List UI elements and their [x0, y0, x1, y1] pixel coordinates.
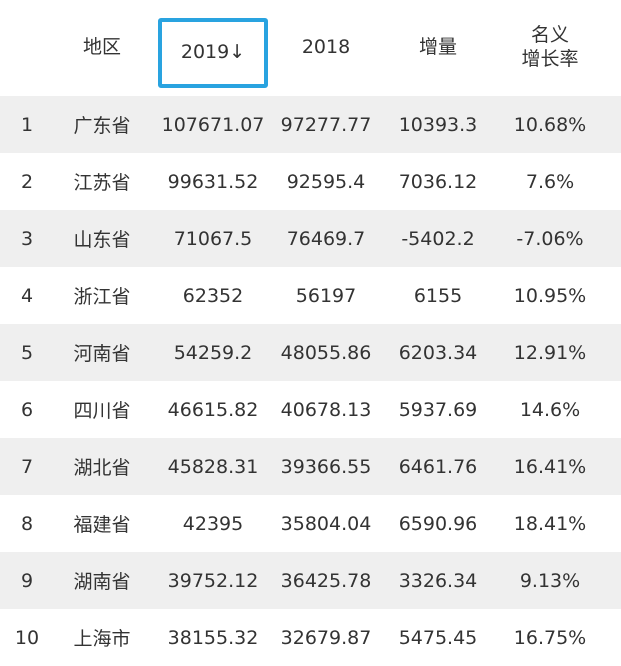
- region-cell: 江苏省: [73, 172, 131, 194]
- increase-cell: 5937.69: [398, 398, 478, 421]
- increase-cell: 10393.3: [398, 113, 478, 136]
- table-header: 地区 2019↓ 2018 增量 名义 增长率: [0, 0, 621, 96]
- increase-cell: 3326.34: [398, 569, 478, 592]
- rank-cell: 10: [14, 626, 40, 649]
- growth-rate-cell: -7.06%: [516, 227, 584, 250]
- rank-cell: 4: [20, 284, 34, 307]
- value-2019-cell: 45828.31: [167, 455, 259, 478]
- region-cell: 四川省: [73, 400, 131, 422]
- rank-cell: 1: [20, 113, 34, 136]
- table-row[interactable]: 2 江苏省 99631.52 92595.4 7036.12 7.6%: [0, 153, 621, 210]
- rank-cell: 6: [20, 398, 34, 421]
- header-nominal-growth-rate[interactable]: 名义 增长率: [494, 0, 606, 96]
- value-2019-cell: 38155.32: [167, 626, 259, 649]
- header-rate-line2: 增长率: [521, 48, 579, 70]
- rank-cell: 8: [20, 512, 34, 535]
- header-region[interactable]: 地区: [82, 36, 121, 59]
- growth-rate-cell: 7.6%: [525, 170, 575, 193]
- increase-cell: -5402.2: [401, 227, 475, 250]
- value-2019-cell: 54259.2: [173, 341, 253, 364]
- header-2019-sorted[interactable]: 2019↓: [158, 18, 268, 88]
- region-cell: 河南省: [73, 343, 131, 365]
- increase-cell: 6590.96: [398, 512, 478, 535]
- increase-cell: 5475.45: [398, 626, 478, 649]
- table-row[interactable]: 3 山东省 71067.5 76469.7 -5402.2 -7.06%: [0, 210, 621, 267]
- header-2018[interactable]: 2018: [301, 36, 351, 59]
- region-cell: 湖北省: [73, 457, 131, 479]
- growth-rate-cell: 9.13%: [519, 569, 581, 592]
- growth-rate-cell: 14.6%: [519, 398, 581, 421]
- table-row[interactable]: 5 河南省 54259.2 48055.86 6203.34 12.91%: [0, 324, 621, 381]
- region-cell: 浙江省: [73, 286, 131, 308]
- growth-rate-cell: 10.95%: [513, 284, 587, 307]
- table-row[interactable]: 10 上海市 38155.32 32679.87 5475.45 16.75%: [0, 609, 621, 666]
- table-row[interactable]: 1 广东省 107671.07 97277.77 10393.3 10.68%: [0, 96, 621, 153]
- value-2019-cell: 99631.52: [167, 170, 259, 193]
- region-cell: 广东省: [73, 115, 131, 137]
- rank-cell: 7: [20, 455, 34, 478]
- rank-cell: 9: [20, 569, 34, 592]
- value-2018-cell: 35804.04: [280, 512, 372, 535]
- growth-rate-cell: 18.41%: [513, 512, 587, 535]
- header-increase[interactable]: 增量: [418, 36, 457, 59]
- value-2019-cell: 107671.07: [161, 113, 265, 136]
- growth-rate-cell: 16.41%: [513, 455, 587, 478]
- growth-rate-cell: 16.75%: [513, 626, 587, 649]
- value-2018-cell: 56197: [295, 284, 357, 307]
- value-2019-cell: 62352: [182, 284, 244, 307]
- value-2019-cell: 71067.5: [173, 227, 253, 250]
- value-2018-cell: 92595.4: [286, 170, 366, 193]
- region-cell: 湖南省: [73, 571, 131, 593]
- rank-cell: 2: [20, 170, 34, 193]
- increase-cell: 7036.12: [398, 170, 478, 193]
- increase-cell: 6155: [413, 284, 463, 307]
- rank-cell: 3: [20, 227, 34, 250]
- header-rate-line1: 名义: [530, 24, 569, 47]
- growth-rate-cell: 12.91%: [513, 341, 587, 364]
- value-2019-cell: 46615.82: [167, 398, 259, 421]
- table-row[interactable]: 8 福建省 42395 35804.04 6590.96 18.41%: [0, 495, 621, 552]
- value-2019-cell: 42395: [182, 512, 244, 535]
- value-2018-cell: 36425.78: [280, 569, 372, 592]
- increase-cell: 6203.34: [398, 341, 478, 364]
- value-2018-cell: 97277.77: [280, 113, 372, 136]
- table-row[interactable]: 7 湖北省 45828.31 39366.55 6461.76 16.41%: [0, 438, 621, 495]
- value-2018-cell: 48055.86: [280, 341, 372, 364]
- table-row[interactable]: 6 四川省 46615.82 40678.13 5937.69 14.6%: [0, 381, 621, 438]
- region-cell: 福建省: [73, 514, 131, 536]
- rank-cell: 5: [20, 341, 34, 364]
- value-2018-cell: 76469.7: [286, 227, 366, 250]
- value-2018-cell: 39366.55: [280, 455, 372, 478]
- region-cell: 上海市: [73, 628, 131, 650]
- table-row[interactable]: 4 浙江省 62352 56197 6155 10.95%: [0, 267, 621, 324]
- table-body: 1 广东省 107671.07 97277.77 10393.3 10.68% 2 江苏省 99…: [0, 96, 621, 666]
- value-2018-cell: 32679.87: [280, 626, 372, 649]
- value-2018-cell: 40678.13: [280, 398, 372, 421]
- growth-rate-cell: 10.68%: [513, 113, 587, 136]
- region-cell: 山东省: [73, 229, 131, 251]
- table-row[interactable]: 9 湖南省 39752.12 36425.78 3326.34 9.13%: [0, 552, 621, 609]
- increase-cell: 6461.76: [398, 455, 478, 478]
- value-2019-cell: 39752.12: [167, 569, 259, 592]
